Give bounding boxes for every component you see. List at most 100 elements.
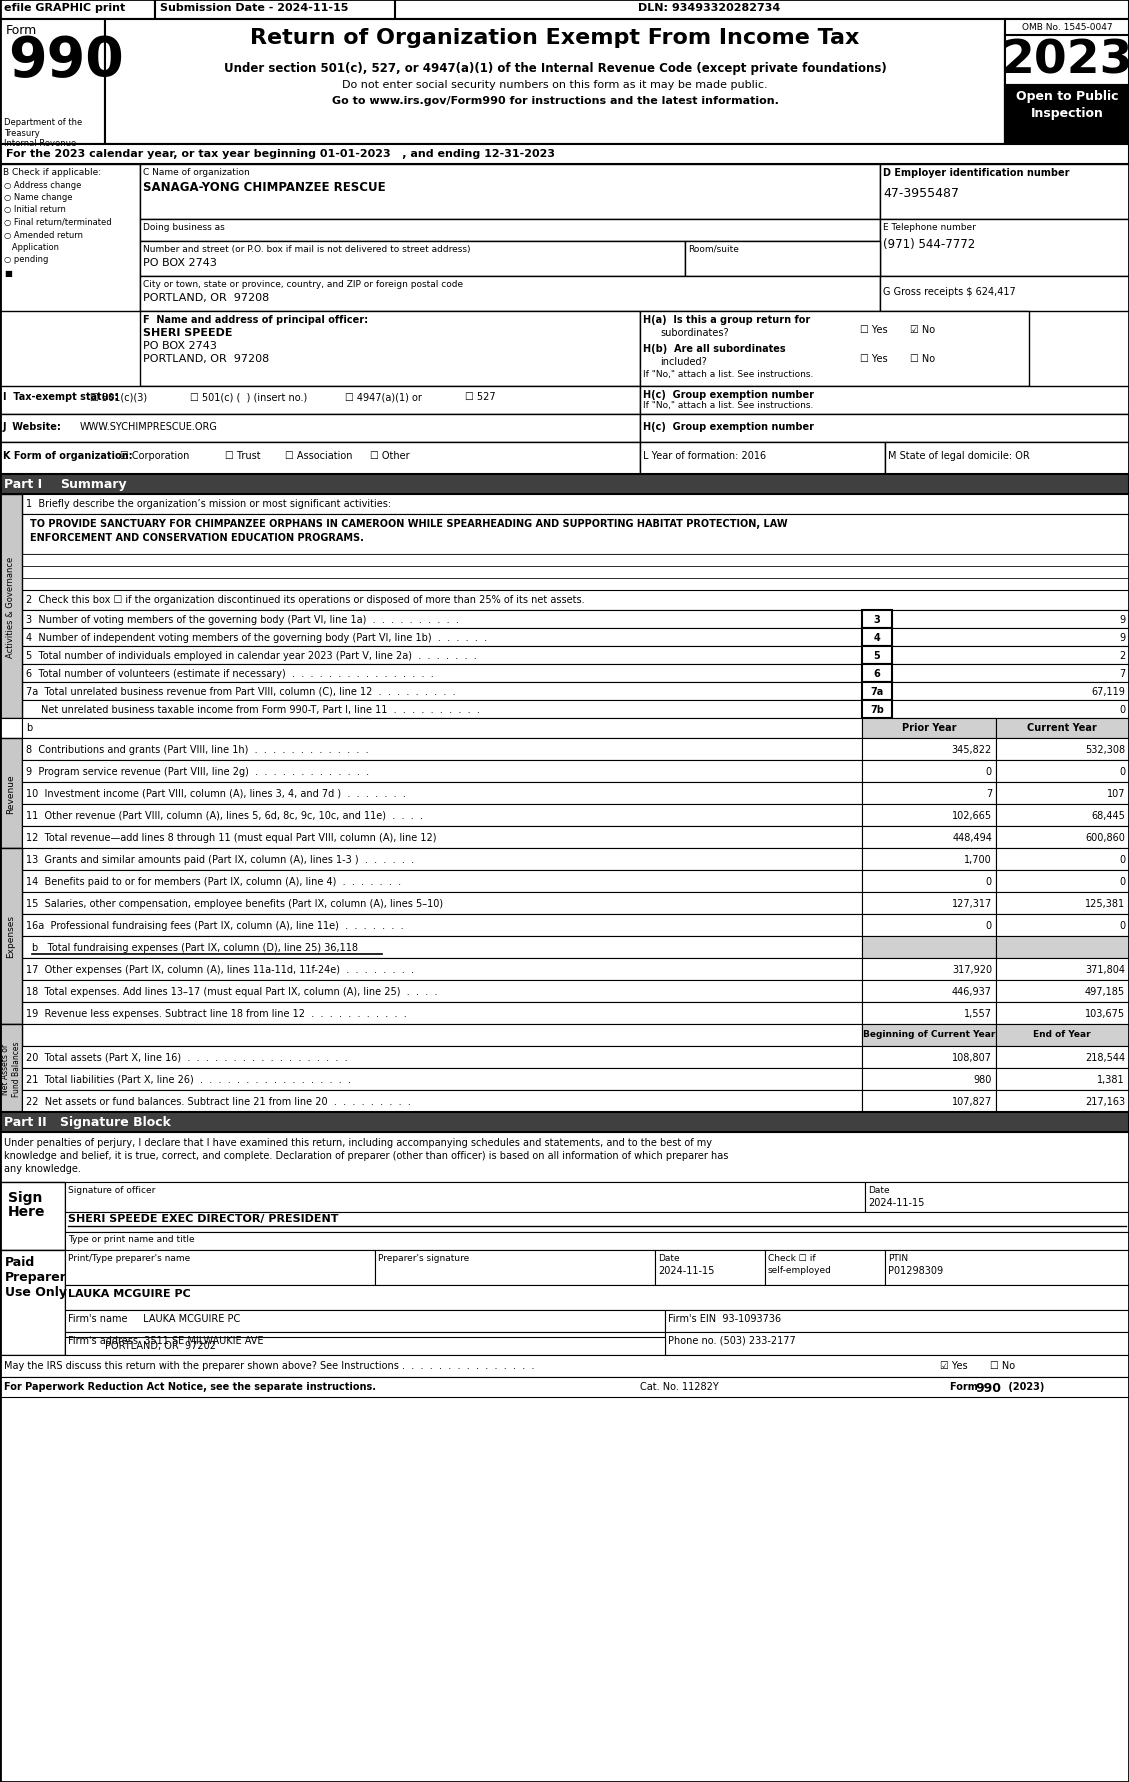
Text: H(b)  Are all subordinates: H(b) Are all subordinates: [644, 344, 786, 355]
Text: Prior Year: Prior Year: [902, 722, 956, 732]
Text: 5  Total number of individuals employed in calendar year 2023 (Part V, line 2a) : 5 Total number of individuals employed i…: [26, 650, 476, 661]
Bar: [21, 567, 1129, 579]
Bar: [0, 144, 1129, 166]
Text: Form: Form: [6, 23, 37, 37]
Text: 47-3955487: 47-3955487: [883, 187, 959, 200]
Bar: [996, 914, 1129, 937]
Text: PORTLAND, OR  97202: PORTLAND, OR 97202: [105, 1340, 216, 1351]
Text: L Year of formation: 2016: L Year of formation: 2016: [644, 451, 767, 462]
Text: Expenses: Expenses: [7, 914, 16, 959]
Bar: [0, 718, 21, 738]
Bar: [996, 738, 1129, 761]
Bar: [996, 827, 1129, 848]
Text: 0: 0: [986, 766, 992, 777]
Bar: [65, 1212, 1129, 1233]
Text: (971) 544-7772: (971) 544-7772: [883, 237, 975, 251]
Bar: [0, 1132, 1129, 1181]
Text: Signature of officer: Signature of officer: [68, 1185, 156, 1194]
Bar: [0, 1025, 21, 1046]
Text: Return of Organization Exempt From Income Tax: Return of Organization Exempt From Incom…: [251, 29, 859, 48]
Bar: [21, 590, 1129, 611]
Text: Preparer's signature: Preparer's signature: [378, 1253, 470, 1262]
Bar: [21, 782, 863, 804]
Bar: [21, 871, 863, 893]
Bar: [892, 611, 1129, 629]
Text: Here: Here: [8, 1205, 45, 1219]
Text: TO PROVIDE SANCTUARY FOR CHIMPANZEE ORPHANS IN CAMEROON WHILE SPEARHEADING AND S: TO PROVIDE SANCTUARY FOR CHIMPANZEE ORPH…: [30, 519, 788, 529]
Text: Application: Application: [5, 242, 59, 251]
Bar: [863, 959, 996, 980]
Text: Date: Date: [868, 1185, 890, 1194]
Bar: [863, 848, 996, 871]
Text: 3  Number of voting members of the governing body (Part VI, line 1a)  .  .  .  .: 3 Number of voting members of the govern…: [26, 615, 458, 625]
Text: 19  Revenue less expenses. Subtract line 18 from line 12  .  .  .  .  .  .  .  .: 19 Revenue less expenses. Subtract line …: [26, 1009, 406, 1019]
Text: 3: 3: [874, 615, 881, 625]
Text: 497,185: 497,185: [1085, 987, 1124, 996]
Text: 0: 0: [986, 921, 992, 930]
Bar: [65, 1310, 665, 1333]
Bar: [996, 804, 1129, 827]
Bar: [0, 0, 1129, 20]
Bar: [21, 804, 863, 827]
Text: G Gross receipts $ 624,417: G Gross receipts $ 624,417: [883, 287, 1016, 298]
Text: any knowledge.: any knowledge.: [5, 1164, 81, 1173]
Text: Internal Revenue: Internal Revenue: [5, 139, 77, 148]
Text: F  Name and address of principal officer:: F Name and address of principal officer:: [143, 315, 368, 324]
Text: LAUKA MCGUIRE PC: LAUKA MCGUIRE PC: [68, 1288, 191, 1299]
Text: For the 2023 calendar year, or tax year beginning 01-01-2023   , and ending 12-3: For the 2023 calendar year, or tax year …: [6, 150, 555, 159]
Bar: [21, 683, 863, 700]
Text: For Paperwork Reduction Act Notice, see the separate instructions.: For Paperwork Reduction Act Notice, see …: [5, 1381, 376, 1392]
Bar: [863, 827, 996, 848]
Bar: [996, 1069, 1129, 1091]
Text: ○ Name change: ○ Name change: [5, 192, 72, 201]
Text: Use Only: Use Only: [5, 1285, 67, 1299]
Bar: [996, 937, 1129, 959]
Bar: [105, 20, 1005, 144]
Bar: [21, 1069, 863, 1091]
Text: ☑ 501(c)(3): ☑ 501(c)(3): [90, 392, 147, 401]
Text: (2023): (2023): [1005, 1381, 1044, 1392]
Text: ○ Amended return: ○ Amended return: [5, 232, 84, 241]
Bar: [140, 312, 640, 387]
Text: 13  Grants and similar amounts paid (Part IX, column (A), lines 1-3 )  .  .  .  : 13 Grants and similar amounts paid (Part…: [26, 855, 414, 864]
Text: Print/Type preparer's name: Print/Type preparer's name: [68, 1253, 191, 1262]
Bar: [685, 242, 879, 276]
Text: 0: 0: [1119, 877, 1124, 886]
Text: ☐ Other: ☐ Other: [370, 451, 410, 462]
Text: Firm's name     LAUKA MCGUIRE PC: Firm's name LAUKA MCGUIRE PC: [68, 1313, 240, 1324]
Text: Phone no. (503) 233-2177: Phone no. (503) 233-2177: [668, 1335, 796, 1345]
Text: Activities & Governance: Activities & Governance: [7, 556, 16, 658]
Text: ☑ No: ☑ No: [910, 324, 935, 335]
Bar: [863, 1069, 996, 1091]
Text: 103,675: 103,675: [1085, 1009, 1124, 1019]
Text: E Telephone number: E Telephone number: [883, 223, 975, 232]
Text: 7a  Total unrelated business revenue from Part VIII, column (C), line 12  .  .  : 7a Total unrelated business revenue from…: [26, 686, 456, 697]
Text: Open to Public: Open to Public: [1016, 89, 1118, 103]
Bar: [21, 914, 863, 937]
Bar: [65, 1233, 1129, 1251]
Text: If "No," attach a list. See instructions.: If "No," attach a list. See instructions…: [644, 401, 813, 410]
Bar: [65, 1285, 1129, 1310]
Bar: [863, 1046, 996, 1069]
Bar: [21, 718, 863, 738]
Bar: [892, 700, 1129, 718]
Text: 980: 980: [973, 1075, 992, 1085]
Bar: [879, 166, 1129, 219]
Text: Under section 501(c), 527, or 4947(a)(1) of the Internal Revenue Code (except pr: Under section 501(c), 527, or 4947(a)(1)…: [224, 62, 886, 75]
Bar: [863, 937, 996, 959]
Text: ENFORCEMENT AND CONSERVATION EDUCATION PROGRAMS.: ENFORCEMENT AND CONSERVATION EDUCATION P…: [30, 533, 364, 544]
Text: 446,937: 446,937: [952, 987, 992, 996]
Bar: [0, 848, 21, 1025]
Text: 12  Total revenue—add lines 8 through 11 (must equal Part VIII, column (A), line: 12 Total revenue—add lines 8 through 11 …: [26, 832, 437, 843]
Bar: [885, 442, 1129, 474]
Bar: [1005, 36, 1129, 86]
Bar: [0, 1025, 21, 1112]
Text: 2024-11-15: 2024-11-15: [658, 1265, 715, 1276]
Text: 4  Number of independent voting members of the governing body (Part VI, line 1b): 4 Number of independent voting members o…: [26, 633, 487, 643]
Bar: [0, 442, 640, 474]
Text: If "No," attach a list. See instructions.: If "No," attach a list. See instructions…: [644, 371, 813, 380]
Bar: [863, 647, 892, 665]
Bar: [0, 1377, 1129, 1397]
Bar: [65, 1181, 865, 1212]
Text: ☐ Yes: ☐ Yes: [860, 355, 887, 364]
